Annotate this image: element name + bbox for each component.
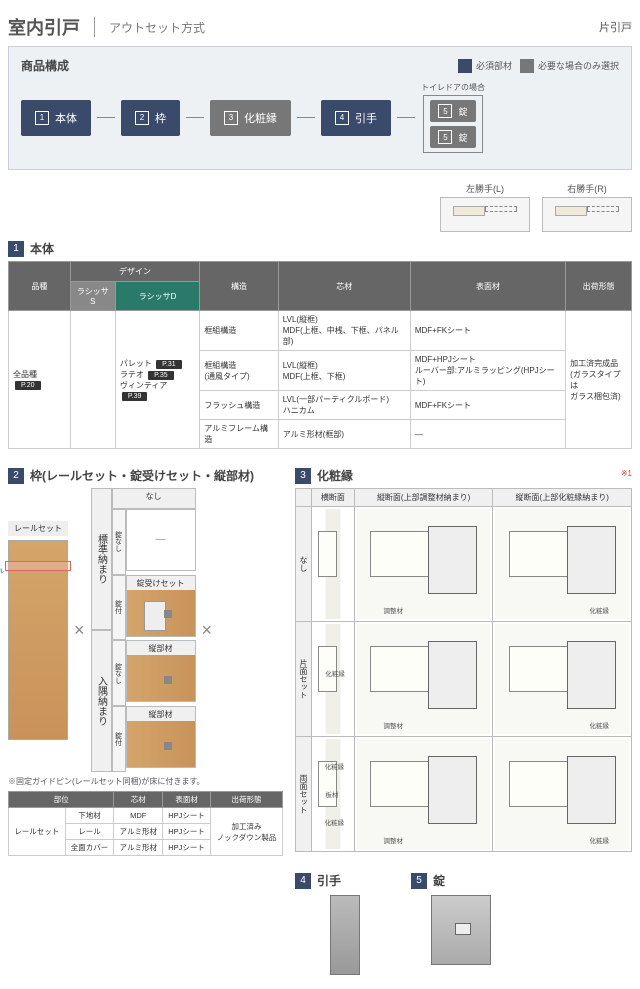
lock-image bbox=[431, 895, 491, 965]
flow-lock-branch: 5錠 5錠 bbox=[423, 95, 482, 153]
section-5-head: 5 錠 bbox=[411, 872, 511, 889]
flow-frame: 2枠 bbox=[121, 100, 180, 136]
sketch-h-double: 化粧縁板材化粧縁 bbox=[314, 739, 352, 849]
section-2-head: 2 枠(レールセット・錠受けセット・縦部材) bbox=[8, 467, 283, 484]
section-1-head: 1 本体 bbox=[8, 240, 632, 257]
page-subtitle: アウトセット方式 bbox=[109, 19, 205, 36]
parts-cell-vert2: 縦部材 bbox=[126, 706, 196, 768]
page-header: 室内引戸 アウトセット方式 片引戸 bbox=[8, 8, 632, 46]
composition-panel: 商品構成 必須部材 必要な場合のみ選択 1本体 2枠 3化粧縁 4引手 トイレド… bbox=[8, 46, 632, 170]
composition-title: 商品構成 bbox=[21, 57, 69, 74]
parts-cell-none: — bbox=[126, 509, 196, 571]
composition-flow: 1本体 2枠 3化粧縁 4引手 トイレドアの場合 5錠 5錠 bbox=[21, 82, 619, 153]
body-spec-table: 品種 デザイン 構造 芯材 表面材 出荷形態 ラシッサS ラシッサD 全品種 P… bbox=[8, 261, 632, 449]
section-3-head: 3 化粧縁 bbox=[295, 467, 621, 484]
cross-section-table: 横断面 縦断面(上部調整材納まり) 縦断面(上部化粧縁納まり) なし 調整材 化… bbox=[295, 488, 632, 852]
legend: 必須部材 必要な場合のみ選択 bbox=[458, 59, 619, 73]
footnote: ※固定ガイドピン(レールセット同梱)が床に付きます。 bbox=[8, 776, 283, 787]
flow-body: 1本体 bbox=[21, 100, 91, 136]
sketch-v1-single: 調整材 bbox=[357, 624, 491, 734]
swatch-required bbox=[458, 59, 472, 73]
sketch-v2-none: 化粧縁 bbox=[495, 509, 629, 619]
page-type: 片引戸 bbox=[599, 19, 632, 35]
rail-spec-table: 部位芯材表面材出荷形態 レールセット下地材MDFHPJシート加工済み ノックダウ… bbox=[8, 791, 283, 856]
flow-pull: 4引手 bbox=[321, 100, 391, 136]
parts-cell-lockset: 錠受けセット bbox=[126, 575, 196, 637]
sketch-v2-single: 化粧縁 bbox=[495, 624, 629, 734]
flow-trim: 3化粧縁 bbox=[210, 100, 291, 136]
sketch-v2-double: 化粧縁 bbox=[495, 739, 629, 849]
multiply-icon: × bbox=[74, 620, 85, 641]
rail-graphic: レール bbox=[8, 540, 68, 740]
pull-handle-image bbox=[330, 895, 360, 975]
sketch-h-none bbox=[314, 509, 352, 619]
sketch-v1-none: 調整材 bbox=[357, 509, 491, 619]
parts-cell-vert1: 縦部材 bbox=[126, 640, 196, 702]
left-hand-diagram bbox=[440, 197, 530, 232]
handedness-ref: 左勝手(L) 右勝手(R) bbox=[8, 182, 632, 232]
section-4-head: 4 引手 bbox=[295, 872, 395, 889]
page-title: 室内引戸 bbox=[8, 14, 80, 40]
swatch-optional bbox=[520, 59, 534, 73]
sketch-h-single: 化粧縁 bbox=[314, 624, 352, 734]
sketch-v1-double: 調整材 bbox=[357, 739, 491, 849]
multiply-icon: × bbox=[202, 620, 213, 641]
right-hand-diagram bbox=[542, 197, 632, 232]
